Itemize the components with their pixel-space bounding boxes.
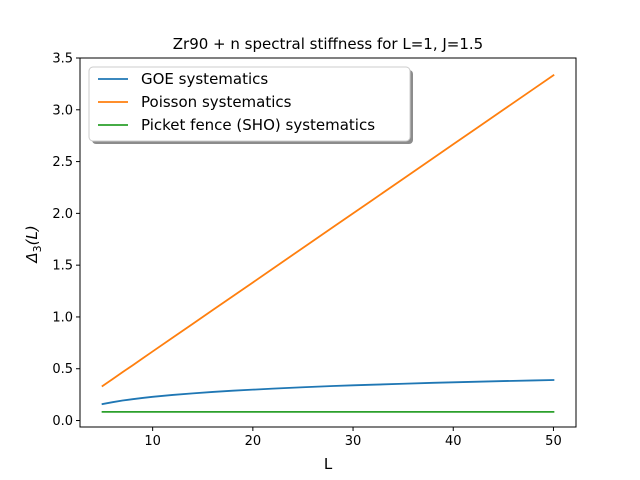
y-axis-label: Δ3(L) xyxy=(23,225,44,263)
legend-label-3: Picket fence (SHO) systematics xyxy=(141,116,375,134)
y-tick-label: 2.5 xyxy=(52,155,73,170)
y-axis-label-subscript: 3 xyxy=(31,245,44,252)
y-tick-label: 3.5 xyxy=(52,52,73,67)
legend: GOE systematics Poisson systematics Picket… xyxy=(88,66,413,144)
series-line-2 xyxy=(101,74,555,388)
axes-frame xyxy=(79,57,577,428)
plot-area xyxy=(79,57,577,428)
y-axis-label-main: Δ xyxy=(23,252,41,263)
y-tick-label: 2.0 xyxy=(52,207,73,222)
chart-title: Zr90 + n spectral stiffness for L=1, J=1… xyxy=(173,35,483,53)
x-axis-label: L xyxy=(324,455,333,473)
legend-box xyxy=(88,66,411,142)
y-tick-label: 0.5 xyxy=(52,362,73,377)
x-axis-ticks: 10 20 30 40 50 xyxy=(144,427,562,449)
x-tick-label: 50 xyxy=(545,434,562,449)
x-tick-label: 20 xyxy=(245,434,262,449)
y-axis-label-tail: (L) xyxy=(23,225,41,245)
y-tick-label: 1.0 xyxy=(52,310,73,325)
y-tick-label: 3.0 xyxy=(52,103,73,118)
x-tick-label: 40 xyxy=(445,434,462,449)
y-tick-label: 0.0 xyxy=(52,414,73,429)
series-line-1 xyxy=(101,379,555,406)
y-axis-ticks: 0.0 0.5 1.0 1.5 2.0 2.5 3.0 3.5 xyxy=(52,52,80,429)
x-tick-label: 30 xyxy=(345,434,362,449)
legend-label-2: Poisson systematics xyxy=(141,93,292,111)
y-tick-label: 1.5 xyxy=(52,259,73,274)
x-tick-label: 10 xyxy=(144,434,161,449)
series-layer xyxy=(101,74,555,413)
legend-label-1: GOE systematics xyxy=(141,70,268,88)
